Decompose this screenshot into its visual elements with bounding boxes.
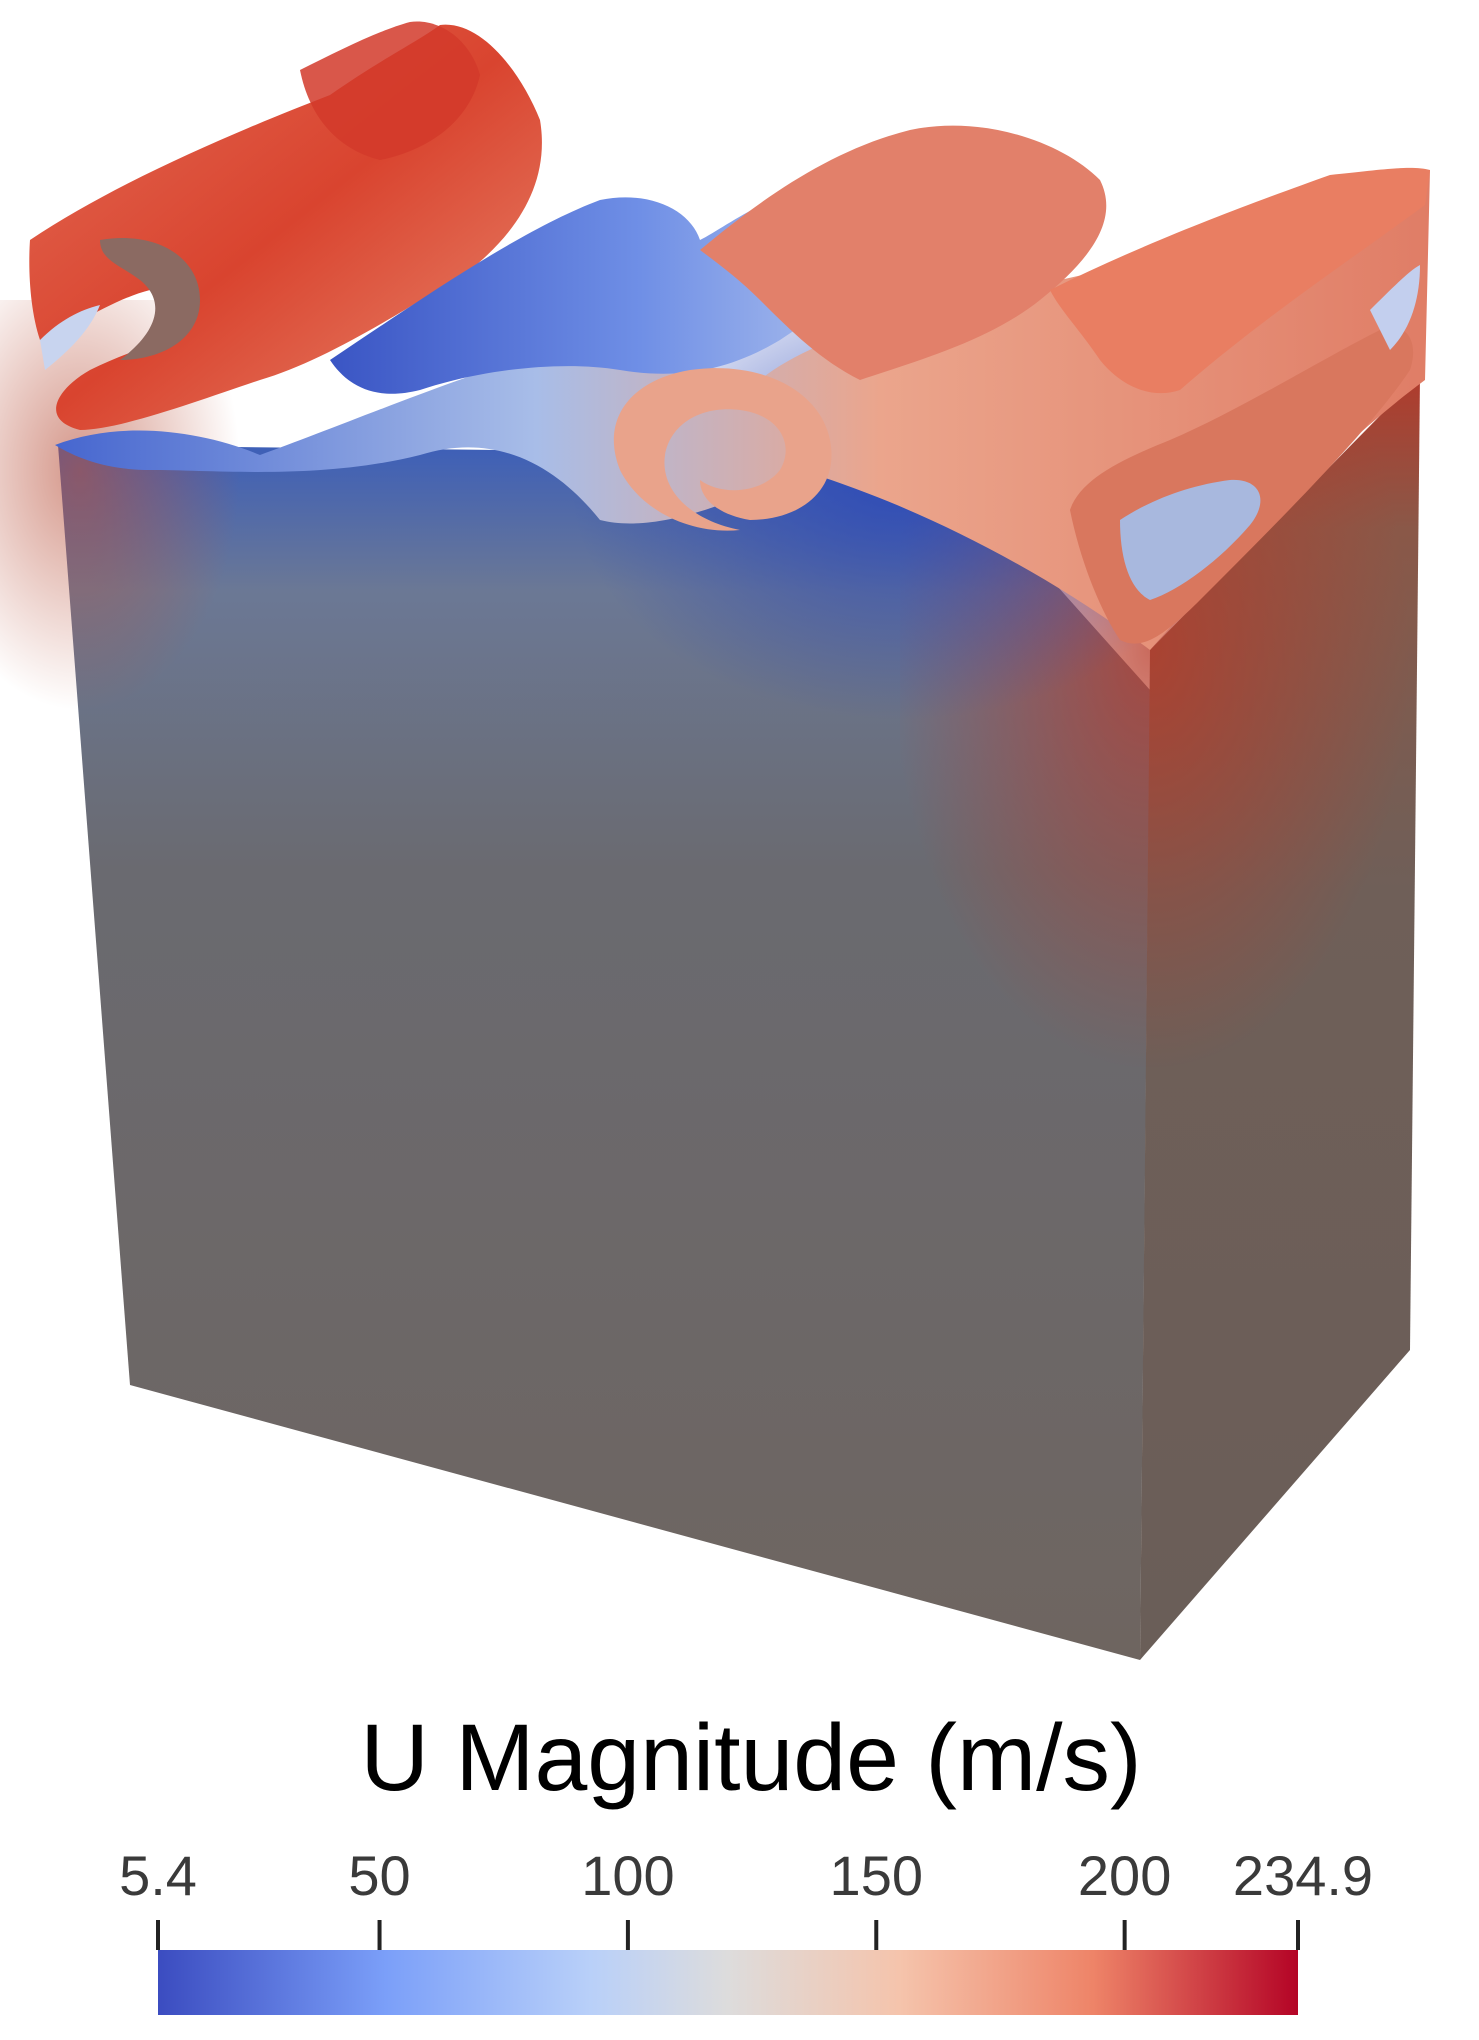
left-curl-inner — [100, 238, 200, 360]
right-curl-inner — [1120, 479, 1261, 600]
colorbar-tick-label: 150 — [830, 1844, 923, 1907]
colorbar-ticks: 5.4 50 100 150 200 234.9 — [119, 1844, 1373, 1950]
middle-red-ridge — [700, 125, 1107, 380]
colorbar-tick-label: 200 — [1078, 1844, 1171, 1907]
left-wave-crest — [300, 21, 480, 161]
colorbar-gradient — [158, 1950, 1298, 2015]
central-spiral — [613, 368, 832, 531]
colorbar-tick-label: 100 — [581, 1844, 674, 1907]
colorbar-tick-label: 5.4 — [119, 1844, 197, 1907]
colorbar: U Magnitude (m/s) 5.4 50 100 150 200 234.9 — [119, 1705, 1373, 2015]
colorbar-title: U Magnitude (m/s) — [360, 1705, 1141, 1811]
wave-structures — [29, 21, 1430, 650]
left-curl-tip — [40, 305, 100, 370]
right-plate — [1050, 167, 1430, 394]
right-curl-tip — [1370, 265, 1420, 350]
colorbar-tick-label: 234.9 — [1233, 1844, 1373, 1907]
colorbar-tick-label: 50 — [348, 1844, 410, 1907]
